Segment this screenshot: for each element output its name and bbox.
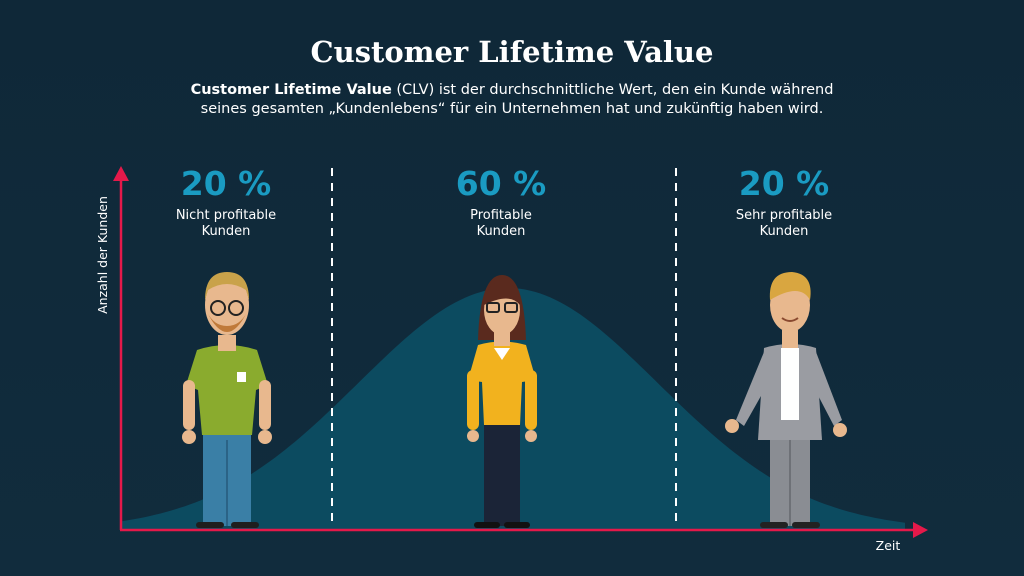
segment-caption: Profitable [470, 208, 532, 223]
y-axis-label: Anzahl der Kunden [95, 196, 110, 314]
segment-caption: Nicht profitable [176, 208, 276, 223]
segment-percent: 20 % [739, 164, 829, 203]
segment-caption: Kunden [477, 224, 526, 239]
intro-line: seines gesamten „Kundenlebens“ für ein U… [201, 101, 824, 117]
intro-text: (CLV) ist der durchschnittliche Wert, de… [392, 82, 834, 98]
person-profitable [467, 275, 537, 528]
segment-caption: Sehr profitable [736, 208, 832, 223]
segment-caption: Kunden [202, 224, 251, 239]
segment-percent: 20 % [181, 164, 271, 203]
person-very-profitable [725, 272, 847, 528]
axes [113, 166, 928, 538]
x-axis-label: Zeit [876, 538, 901, 553]
intro-bold: Customer Lifetime Value [191, 82, 392, 98]
title: Customer Lifetime Value [311, 35, 714, 69]
segment-caption: Kunden [760, 224, 809, 239]
segment-percent: 60 % [456, 164, 546, 203]
intro-line: Customer Lifetime Value (CLV) ist der du… [191, 82, 834, 98]
person-unprofitable [182, 272, 272, 528]
